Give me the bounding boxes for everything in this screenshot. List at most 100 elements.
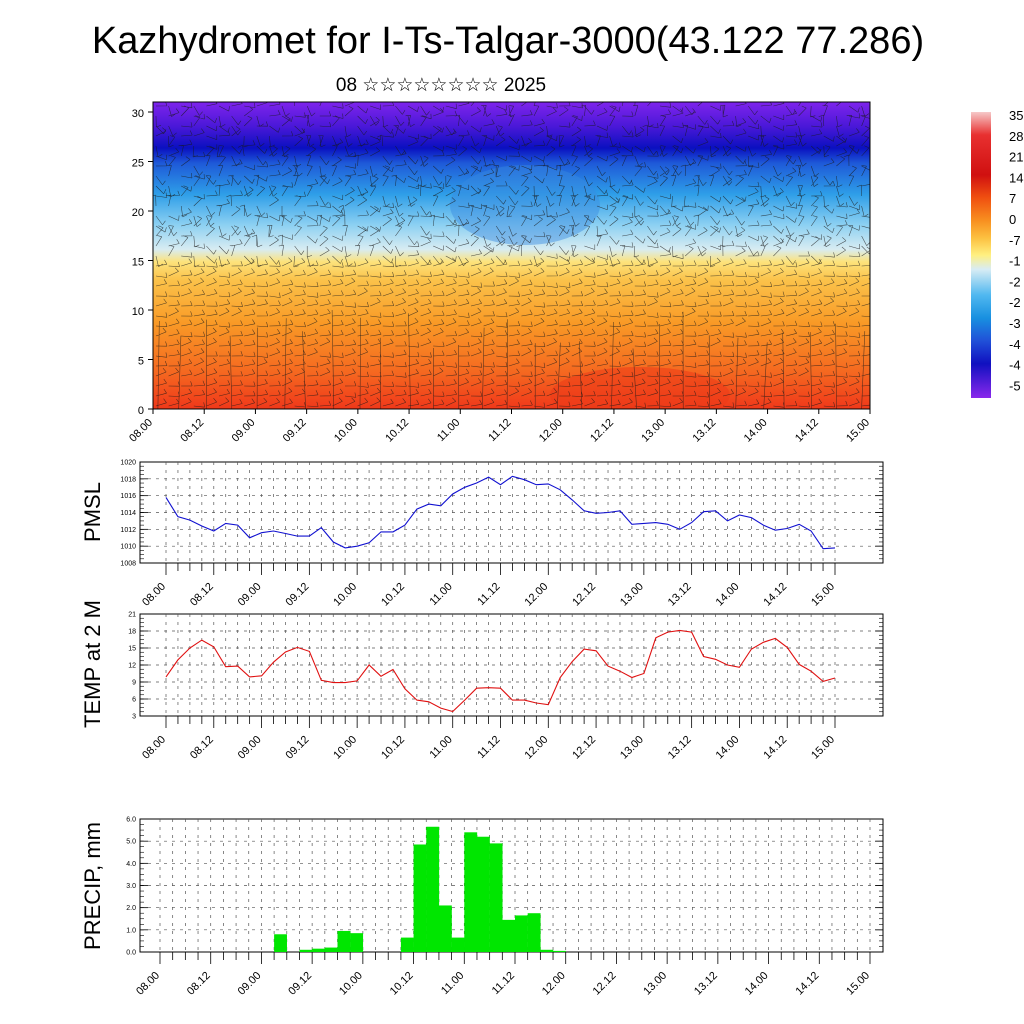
wind-barbs [153, 102, 870, 409]
colorbar-label: 7 [1009, 191, 1016, 206]
colorbar-label: 14 [1009, 170, 1023, 185]
panel-xtick-label: 12.00 [522, 734, 550, 762]
panel-xtick-label: 11.00 [427, 581, 454, 608]
panel-ytick-label: 1020 [120, 460, 136, 467]
panel-xtick-label: 09.12 [286, 970, 314, 998]
panel-xtick-label: 10.12 [379, 581, 407, 609]
panel-xtick-label: 10.12 [388, 970, 416, 998]
precip-bar [324, 947, 338, 952]
precip-bar [553, 950, 566, 952]
panel-xtick-label: 15.00 [809, 734, 837, 762]
panel-xtick-label: 13.00 [618, 581, 646, 609]
heatmap-ytick-label: 0 [138, 405, 144, 417]
panel-xtick-label: 13.00 [618, 734, 646, 762]
panel-ytick-label: 12 [128, 663, 136, 670]
heatmap-ytick-label: 25 [132, 158, 144, 170]
colorbar-label: 0 [1009, 212, 1016, 227]
heatmap-xtick-label: 13.00 [639, 417, 667, 445]
heatmap-ytick-label: 10 [132, 306, 144, 318]
chart-title: Kazhydromet for I-Ts-Talgar-3000(43.122 … [92, 20, 924, 62]
precip-bar [312, 948, 326, 952]
panel-xtick-label: 11.12 [490, 970, 517, 997]
heatmap-xtick-label: 12.12 [588, 417, 616, 445]
panel-frame [139, 613, 884, 717]
colorbar-label: -5 [1009, 378, 1021, 393]
precip-bar [400, 937, 414, 952]
panel-xtick-label: 12.12 [570, 581, 598, 609]
panel-xtick-label: 13.12 [666, 734, 694, 762]
colorbar-label: -4 [1009, 358, 1021, 373]
wind-barb-glyphs [153, 102, 870, 409]
heatmap-xtick-label: 10.00 [332, 417, 360, 445]
colorbar-bar [971, 112, 991, 398]
precip-bar [350, 933, 364, 952]
colorbar-labels: 35 28 21 14 7 0 -7 -1 -2 -2 -3 -4 -4 -5 [1009, 108, 1023, 393]
panel-xtick-label: 11.12 [475, 581, 502, 608]
panel-xtick-label: 09.00 [236, 581, 264, 609]
heatmap-x-axis: 08.00 08.12 09.00 09.12 10.00 10.12 11.00 11.12… [127, 409, 872, 445]
panel-xtick-label: 12.00 [540, 970, 568, 998]
precip-bar [464, 832, 478, 952]
precip-bar [426, 826, 440, 952]
heatmap-warm-core [550, 367, 730, 409]
panel-ytick-label: 1.0 [126, 927, 136, 934]
temp-panel: TEMP at 2 M 3 6 9 12 15 18 21 08.00 08.12 09.00 09… [80, 600, 884, 762]
heatmap-xtick-label: 08.12 [178, 417, 206, 445]
colorbar-label: -2 [1009, 295, 1021, 310]
panel-xtick-label: 13.00 [641, 970, 669, 998]
precip-panel: PRECIP, mm 0.0 1.0 2.0 3.0 4.0 5.0 6.0 08.00 08.… [80, 817, 884, 998]
panel-ytick-label: 18 [128, 629, 136, 636]
panel-xtick-label: 14.00 [714, 734, 742, 762]
panel-xtick-label: 10.00 [331, 734, 359, 762]
precip-bar [337, 930, 351, 952]
panel-xtick-label: 12.00 [522, 581, 550, 609]
pmsl-panel: PMSL 1008 1010 1012 1014 1016 1018 1020 08.00 08… [80, 460, 884, 609]
panel-xtick-label: 11.00 [427, 734, 454, 761]
heatmap-ytick-label: 30 [132, 108, 144, 120]
panel-xtick-label: 08.12 [188, 581, 216, 609]
heatmap-y-axis: 0 5 10 15 20 25 30 [132, 108, 153, 417]
colorbar-label: 21 [1009, 150, 1023, 165]
panel-ytick-label: 3.0 [126, 883, 136, 890]
heatmap-xtick-label: 11.00 [435, 417, 462, 444]
panel-xtick-label: 09.00 [236, 734, 264, 762]
panel-xtick-label: 10.00 [331, 581, 359, 609]
colorbar-label: -3 [1009, 316, 1021, 331]
colorbar-label: -2 [1009, 274, 1021, 289]
panel-xtick-label: 12.12 [570, 734, 598, 762]
panel-xtick-label: 08.00 [140, 581, 168, 609]
precip-bar [451, 937, 465, 952]
panel-xtick-label: 13.12 [692, 970, 720, 998]
panel-xtick-label: 09.12 [284, 581, 312, 609]
panel-ytick-label: 1010 [120, 544, 136, 551]
colorbar-label: -1 [1009, 254, 1021, 269]
panel-xtick-label: 14.00 [743, 970, 771, 998]
panel-ytick-label: 3 [132, 714, 136, 721]
precip-bar [502, 919, 516, 952]
precip-bar [489, 843, 503, 952]
heatmap-xtick-label: 09.00 [230, 417, 258, 445]
panel-xtick-label: 08.12 [185, 970, 213, 998]
heatmap-xtick-label: 13.12 [691, 417, 719, 445]
series-line [165, 629, 836, 713]
precip-bar [476, 836, 490, 952]
heatmap-cold-bulge [450, 165, 600, 245]
panel-xtick-label: 12.12 [591, 970, 619, 998]
panel-ytick-label: 21 [128, 612, 136, 619]
panel-xtick-label: 14.00 [714, 581, 742, 609]
temp-ylabel: TEMP at 2 M [80, 600, 105, 728]
heatmap-xtick-label: 14.00 [742, 417, 770, 445]
panel-xtick-label: 08.00 [134, 970, 162, 998]
panel-xtick-label: 11.12 [475, 734, 502, 761]
panel-ytick-label: 1008 [120, 561, 136, 568]
panel-ytick-label: 0.0 [126, 950, 136, 957]
panel-ytick-label: 5.0 [126, 839, 136, 846]
colorbar-label: 28 [1009, 129, 1023, 144]
heatmap-xtick-label: 12.00 [537, 417, 565, 445]
panel-ytick-label: 2.0 [126, 905, 136, 912]
temperature-wind-heatmap: 0 5 10 15 20 25 30 08.00 08.12 09.00 09.12 10.00 10… [127, 101, 872, 445]
panel-xtick-label: 14.12 [761, 734, 789, 762]
panel-ytick-label: 9 [132, 680, 136, 687]
panel-ytick-label: 1016 [120, 493, 136, 500]
